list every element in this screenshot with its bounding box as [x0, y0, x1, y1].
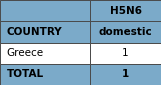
Text: TOTAL: TOTAL [6, 69, 44, 79]
Text: domestic: domestic [99, 27, 152, 37]
Bar [90, 64, 161, 85]
Text: 1: 1 [122, 69, 129, 79]
Text: COUNTRY: COUNTRY [6, 27, 62, 37]
Bar [0, 42, 90, 64]
Bar [90, 21, 161, 42]
Bar [90, 0, 161, 21]
Text: Greece: Greece [6, 48, 44, 58]
Bar [0, 64, 90, 85]
Text: H5N6: H5N6 [110, 6, 142, 16]
Bar [0, 0, 90, 21]
Bar [90, 42, 161, 64]
Bar [0, 21, 90, 42]
Text: 1: 1 [122, 48, 129, 58]
